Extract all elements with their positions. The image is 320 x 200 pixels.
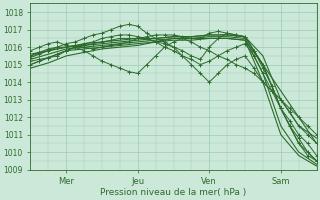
X-axis label: Pression niveau de la mer( hPa ): Pression niveau de la mer( hPa ) [100,188,247,197]
